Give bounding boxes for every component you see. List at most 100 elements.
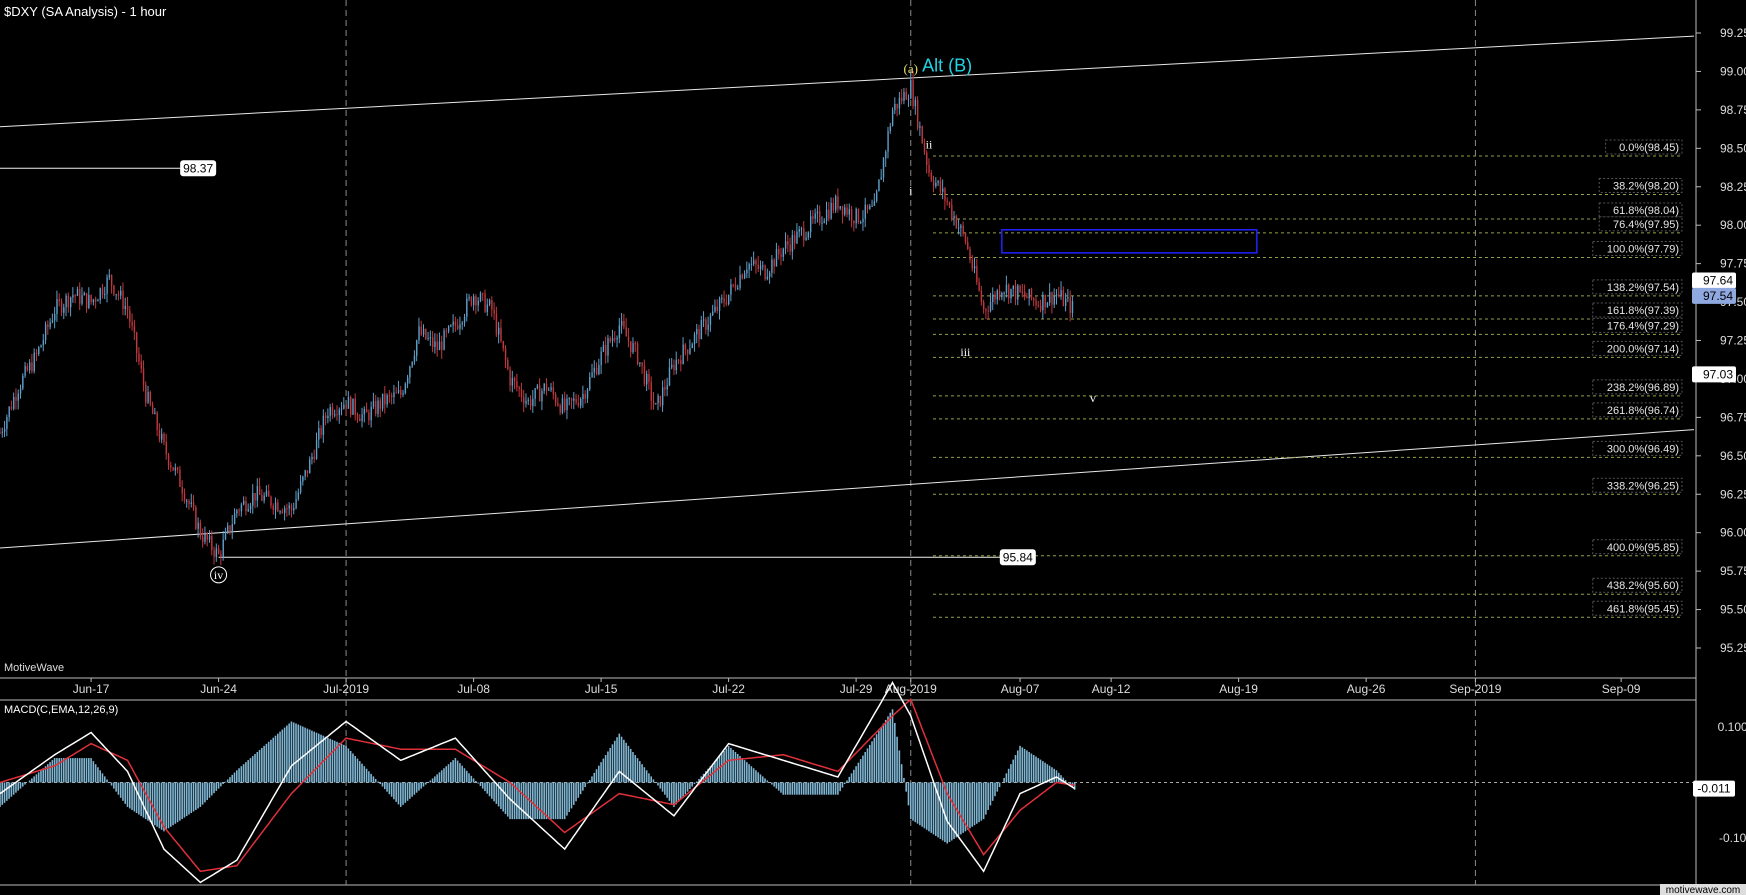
candle-body bbox=[513, 377, 516, 382]
candle-body bbox=[983, 302, 985, 310]
candle-body bbox=[309, 459, 311, 474]
candle-body bbox=[470, 297, 473, 306]
candle-body bbox=[821, 222, 823, 224]
candle-body bbox=[190, 502, 193, 505]
candle-body bbox=[1049, 292, 1051, 303]
candle-body bbox=[277, 502, 279, 512]
candle-body bbox=[236, 510, 238, 514]
candle-body bbox=[186, 500, 188, 502]
candle-body bbox=[607, 338, 609, 356]
time-tick-label: Jul-22 bbox=[712, 682, 745, 696]
candle-body bbox=[707, 324, 709, 330]
candle-body bbox=[375, 401, 377, 414]
site-label: motivewave.com bbox=[1666, 885, 1740, 895]
candle-body bbox=[482, 293, 484, 295]
candle-body bbox=[381, 393, 384, 409]
candle-body bbox=[910, 80, 912, 99]
candle-body bbox=[586, 389, 589, 399]
candle-body bbox=[1051, 292, 1053, 305]
candle-body bbox=[716, 306, 719, 311]
candle-body bbox=[195, 507, 197, 529]
candle-body bbox=[853, 220, 855, 224]
fib-level-label: 61.8%(98.04) bbox=[1613, 205, 1679, 217]
candle-body bbox=[511, 377, 514, 386]
candle-body bbox=[766, 276, 769, 280]
candle-body bbox=[828, 209, 830, 219]
candle-body bbox=[1017, 285, 1019, 300]
candle-body bbox=[24, 366, 26, 376]
candle-body bbox=[907, 98, 910, 100]
candle-body bbox=[871, 205, 873, 207]
candle-body bbox=[324, 415, 327, 418]
candle-body bbox=[516, 381, 518, 388]
candle-body bbox=[841, 206, 844, 215]
candle-body bbox=[432, 337, 434, 348]
candle-body bbox=[126, 305, 129, 311]
candle-body bbox=[197, 522, 199, 529]
candle-body bbox=[809, 216, 812, 233]
candle-body bbox=[131, 321, 133, 326]
candle-body bbox=[618, 325, 621, 338]
candle-body bbox=[564, 398, 566, 411]
candle-body bbox=[1012, 285, 1015, 289]
candle-body bbox=[504, 348, 507, 361]
fib-label-box bbox=[1592, 477, 1683, 493]
candle-body bbox=[329, 407, 331, 416]
candle-body bbox=[411, 361, 413, 367]
price-tick-label: 99.25 bbox=[1720, 26, 1746, 40]
fib-label-box bbox=[1592, 440, 1683, 456]
candle-body bbox=[620, 320, 623, 326]
candle-body bbox=[409, 366, 411, 378]
candle-body bbox=[539, 385, 541, 402]
candle-body bbox=[3, 428, 6, 432]
candle-body bbox=[138, 353, 140, 362]
candle-body bbox=[1044, 294, 1046, 308]
candle-body bbox=[880, 177, 882, 180]
candle-body bbox=[832, 202, 835, 211]
price-tag-label: 97.03 bbox=[1703, 367, 1733, 381]
candle-body bbox=[158, 429, 161, 440]
price-tick-label: 98.75 bbox=[1720, 103, 1746, 117]
candle-body bbox=[122, 290, 124, 310]
time-axis: Jun-17 Jun-24 Jul-2019 Jul-08 Jul-15 Jul-22 Ju… bbox=[73, 678, 1641, 696]
candle-body bbox=[213, 550, 215, 557]
candle-body bbox=[614, 338, 616, 340]
candle-body bbox=[252, 493, 254, 506]
candle-body bbox=[773, 259, 775, 267]
candle-body bbox=[33, 352, 35, 372]
candle-body bbox=[145, 384, 147, 403]
candle-body bbox=[554, 394, 557, 404]
candle-body bbox=[101, 288, 104, 295]
price-tick-label: 96.00 bbox=[1720, 526, 1746, 540]
candle-body bbox=[90, 294, 92, 303]
candle-body bbox=[935, 182, 937, 187]
candle-body bbox=[261, 494, 263, 501]
candle-body bbox=[356, 414, 359, 419]
candle-body bbox=[97, 300, 99, 302]
candle-body bbox=[79, 288, 81, 304]
candle-body bbox=[468, 297, 470, 299]
candle-body bbox=[372, 401, 375, 407]
candle-body bbox=[718, 298, 721, 311]
candle-body bbox=[646, 373, 648, 385]
candle-body bbox=[627, 336, 630, 342]
candle-body bbox=[689, 348, 691, 354]
candle-body bbox=[548, 389, 550, 391]
price-tag-label: 97.54 bbox=[1703, 289, 1733, 303]
price-tick-label: 98.00 bbox=[1720, 218, 1746, 232]
candle-body bbox=[72, 295, 74, 298]
candle-body bbox=[953, 216, 955, 219]
candle-body bbox=[422, 329, 425, 335]
macd-value-label: -0.011 bbox=[1697, 782, 1730, 796]
candle-body bbox=[634, 343, 637, 345]
candle-body bbox=[311, 456, 313, 460]
candle-body bbox=[281, 511, 284, 513]
candle-body bbox=[404, 383, 407, 394]
candle-body bbox=[753, 260, 755, 264]
candle-body bbox=[265, 490, 268, 496]
candle-body bbox=[525, 400, 527, 404]
candle-body bbox=[183, 493, 186, 502]
candle-body bbox=[1071, 301, 1074, 313]
candle-body bbox=[591, 372, 593, 378]
